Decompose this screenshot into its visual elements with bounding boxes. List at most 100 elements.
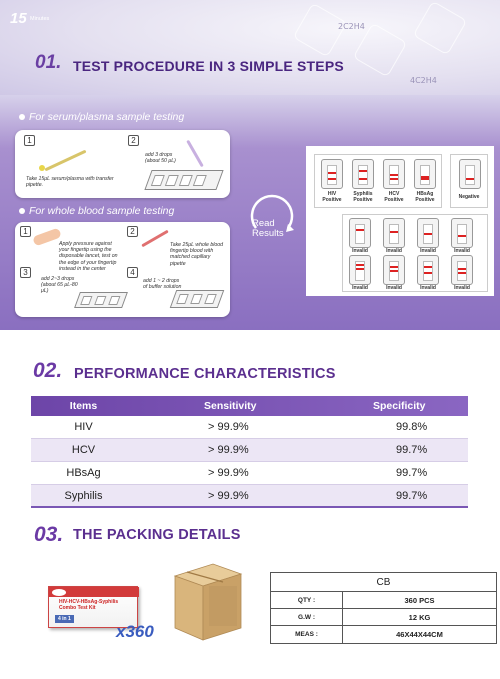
section-title: THE PACKING DETAILS xyxy=(73,527,241,543)
packing-value: 360 PCS xyxy=(404,596,435,605)
step-text: add 3 drops (about 50 μL) xyxy=(145,152,176,165)
step-text: Take 15μL serum/plasma with transfer pip… xyxy=(26,176,114,189)
table-row: HBsAg > 99.9% 99.7% xyxy=(31,462,468,485)
cassette-icon xyxy=(451,255,473,285)
read-results-label: Read Results xyxy=(252,219,284,239)
result-label: Invalid xyxy=(386,248,402,254)
timer-icon xyxy=(250,194,294,232)
chem-formula: 2C2H4 xyxy=(338,22,365,31)
invalid-results-group: Invalid Invalid Invalid Invalid Invalid … xyxy=(342,214,488,292)
results-text: Results xyxy=(252,228,284,239)
cassette-icon xyxy=(451,218,473,248)
cassette-icon xyxy=(417,218,439,248)
kit-box-text: HIV-HCV-HBsAg-Syphilis Combo Test Kit xyxy=(59,599,119,611)
serum-sample-label: For serum/plasma sample testing xyxy=(19,111,184,123)
cassette-icon xyxy=(321,159,343,189)
finger-icon xyxy=(32,227,62,247)
packing-key: MEAS : xyxy=(271,626,343,643)
result-label: Invalid xyxy=(454,285,470,291)
timer-value: 15 xyxy=(10,10,27,27)
blood-sample-label-text: For whole blood sample testing xyxy=(29,205,175,217)
result-label: Syphilis Positive xyxy=(353,191,373,203)
step-number: 3 xyxy=(20,267,31,278)
test-procedure-section: 2C2H4 4C2H4 01. TEST PROCEDURE IN 3 SIMP… xyxy=(0,0,500,330)
cassette-icon xyxy=(349,255,371,285)
cassette-icon xyxy=(414,159,436,189)
step-number: 1 xyxy=(20,226,31,237)
cell-specificity: 99.7% xyxy=(396,489,428,502)
step-text: add 1 ~ 2 drops of buffer solution xyxy=(143,278,182,291)
table-header: Items Sensitivity Specificity xyxy=(31,396,468,416)
cassette-icon xyxy=(383,255,405,285)
table-row: HCV > 99.9% 99.7% xyxy=(31,439,468,462)
cell-specificity: 99.7% xyxy=(396,467,428,479)
result-label: Invalid xyxy=(420,285,436,291)
bulb-icon xyxy=(39,165,45,171)
read-text: Read xyxy=(252,218,275,229)
results-panel: HIV Positive Syphilis Positive HCV Positive… xyxy=(306,146,494,296)
step-text: add 2~3 drops (about 65 μL-80 μL) xyxy=(41,276,78,295)
section-number: 03. xyxy=(34,523,64,546)
header-sensitivity: Sensitivity xyxy=(204,400,257,412)
cassette-icon xyxy=(383,218,405,248)
result-label: HBsAg Positive xyxy=(415,191,435,203)
serum-steps-panel: 1 Take 15μL serum/plasma with transfer p… xyxy=(15,130,230,198)
section-title: TEST PROCEDURE IN 3 SIMPLE STEPS xyxy=(73,58,344,74)
result-label: HCV Positive xyxy=(384,191,404,203)
serum-sample-label-text: For serum/plasma sample testing xyxy=(29,111,185,123)
cell-item: HBsAg xyxy=(66,467,101,479)
cassette-icon xyxy=(459,159,481,189)
step-number: 2 xyxy=(127,226,138,237)
cell-sensitivity: > 99.9% xyxy=(208,421,249,433)
table-row: QTY : 360 PCS xyxy=(271,592,496,609)
brand-logo xyxy=(52,589,66,596)
blood-sample-label: For whole blood sample testing xyxy=(19,205,174,217)
packing-header: CB xyxy=(271,573,496,592)
cell-item: HCV xyxy=(71,444,96,456)
step-number: 1 xyxy=(24,135,35,146)
cassette-icon xyxy=(417,255,439,285)
kit-box-image: HIV-HCV-HBsAg-Syphilis Combo Test Kit 4 … xyxy=(48,586,139,628)
result-label: Invalid xyxy=(352,248,368,254)
cell-sensitivity: > 99.9% xyxy=(208,444,249,456)
step-number: 4 xyxy=(127,267,138,278)
performance-table: Items Sensitivity Specificity HIV > 99.9… xyxy=(31,396,468,508)
result-label: Invalid xyxy=(352,285,368,291)
section-number: 02. xyxy=(33,359,63,382)
cell-sensitivity: > 99.9% xyxy=(208,467,249,479)
header-background xyxy=(0,0,500,95)
packing-key: G.W : xyxy=(271,609,343,625)
header-specificity: Specificity xyxy=(373,400,426,412)
cell-specificity: 99.7% xyxy=(396,444,428,456)
cardboard-box-image xyxy=(173,563,243,641)
result-label: Invalid xyxy=(420,248,436,254)
step-text: Apply pressure against your fingertip us… xyxy=(59,241,118,272)
result-label: Negative xyxy=(458,194,480,200)
result-label: HIV Positive xyxy=(322,191,342,203)
timer-unit: Minutes xyxy=(30,16,50,22)
packing-value: 12 KG xyxy=(408,613,431,622)
test-tray-icon xyxy=(144,170,224,190)
bullet-icon xyxy=(19,114,25,120)
table-row: MEAS : 46X44X44CM xyxy=(271,626,496,643)
bullet-icon xyxy=(19,208,25,214)
cassette-icon xyxy=(352,159,374,189)
quantity-multiplier: x360 xyxy=(116,622,154,641)
cell-sensitivity: > 99.9% xyxy=(208,489,249,502)
packing-table: CB QTY : 360 PCS G.W : 12 KG MEAS : 46X4… xyxy=(270,572,497,644)
chem-formula: 4C2H4 xyxy=(410,76,437,85)
table-row: G.W : 12 KG xyxy=(271,609,496,626)
header-items: Items xyxy=(69,400,98,412)
cell-item: HIV xyxy=(74,421,93,433)
packing-value: 46X44X44CM xyxy=(396,630,443,639)
section-title: PERFORMANCE CHARACTERISTICS xyxy=(74,366,336,382)
cassette-icon xyxy=(349,218,371,248)
cell-item: Syphilis xyxy=(64,489,103,502)
positive-results-group: HIV Positive Syphilis Positive HCV Positive… xyxy=(314,154,442,208)
result-label: Invalid xyxy=(454,248,470,254)
test-tray-icon xyxy=(74,292,128,308)
test-tray-icon xyxy=(169,290,225,308)
pipette-icon xyxy=(44,149,87,172)
result-label: Invalid xyxy=(386,285,402,291)
blood-steps-panel: 1 Apply pressure against your fingertip … xyxy=(15,222,230,317)
